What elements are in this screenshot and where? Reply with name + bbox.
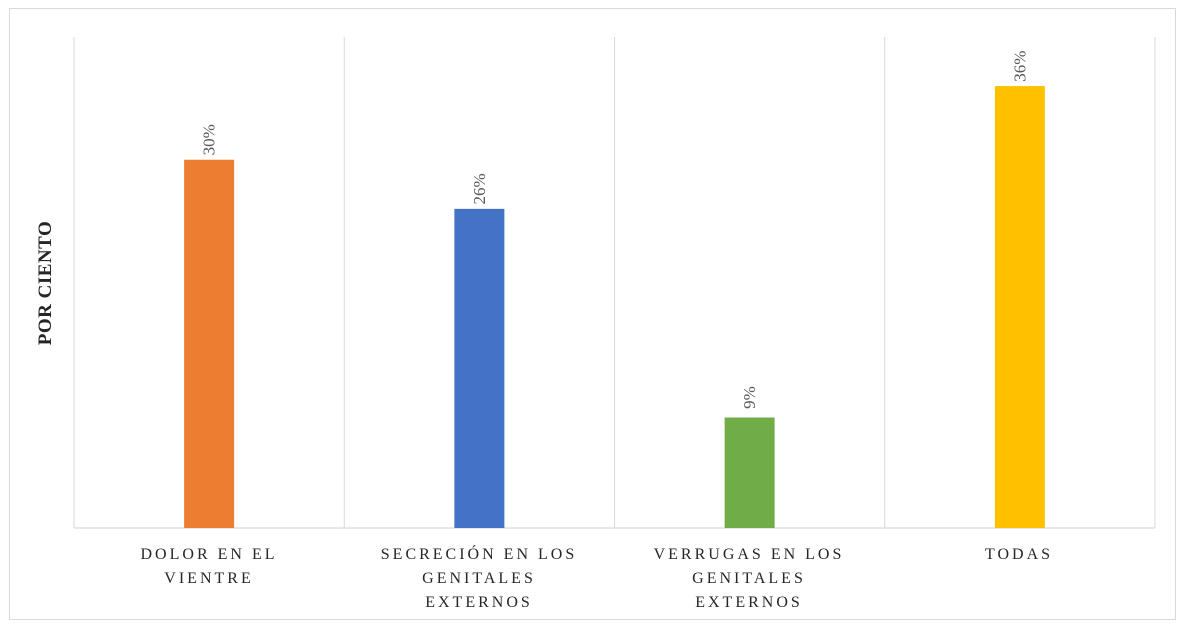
bar xyxy=(994,86,1045,528)
bar xyxy=(724,417,775,528)
category-label-dolor: DOLOR EN EL VIENTRE xyxy=(140,546,278,587)
data-label: 9% xyxy=(740,386,759,409)
data-label: 30% xyxy=(200,124,219,155)
category-label-todas: TODAS xyxy=(984,546,1054,563)
bar xyxy=(454,208,505,528)
bar xyxy=(184,159,235,528)
category-label-secrecion: SECRECIÓN EN LOS GENITALES EXTERNOS xyxy=(380,546,578,611)
category-label-verrugas: VERRUGAS EN LOS GENITALES EXTERNOS xyxy=(653,546,845,611)
y-axis-label: POR CIENTO xyxy=(35,220,56,346)
data-label: 26% xyxy=(470,173,489,204)
data-label: 36% xyxy=(1010,51,1029,82)
